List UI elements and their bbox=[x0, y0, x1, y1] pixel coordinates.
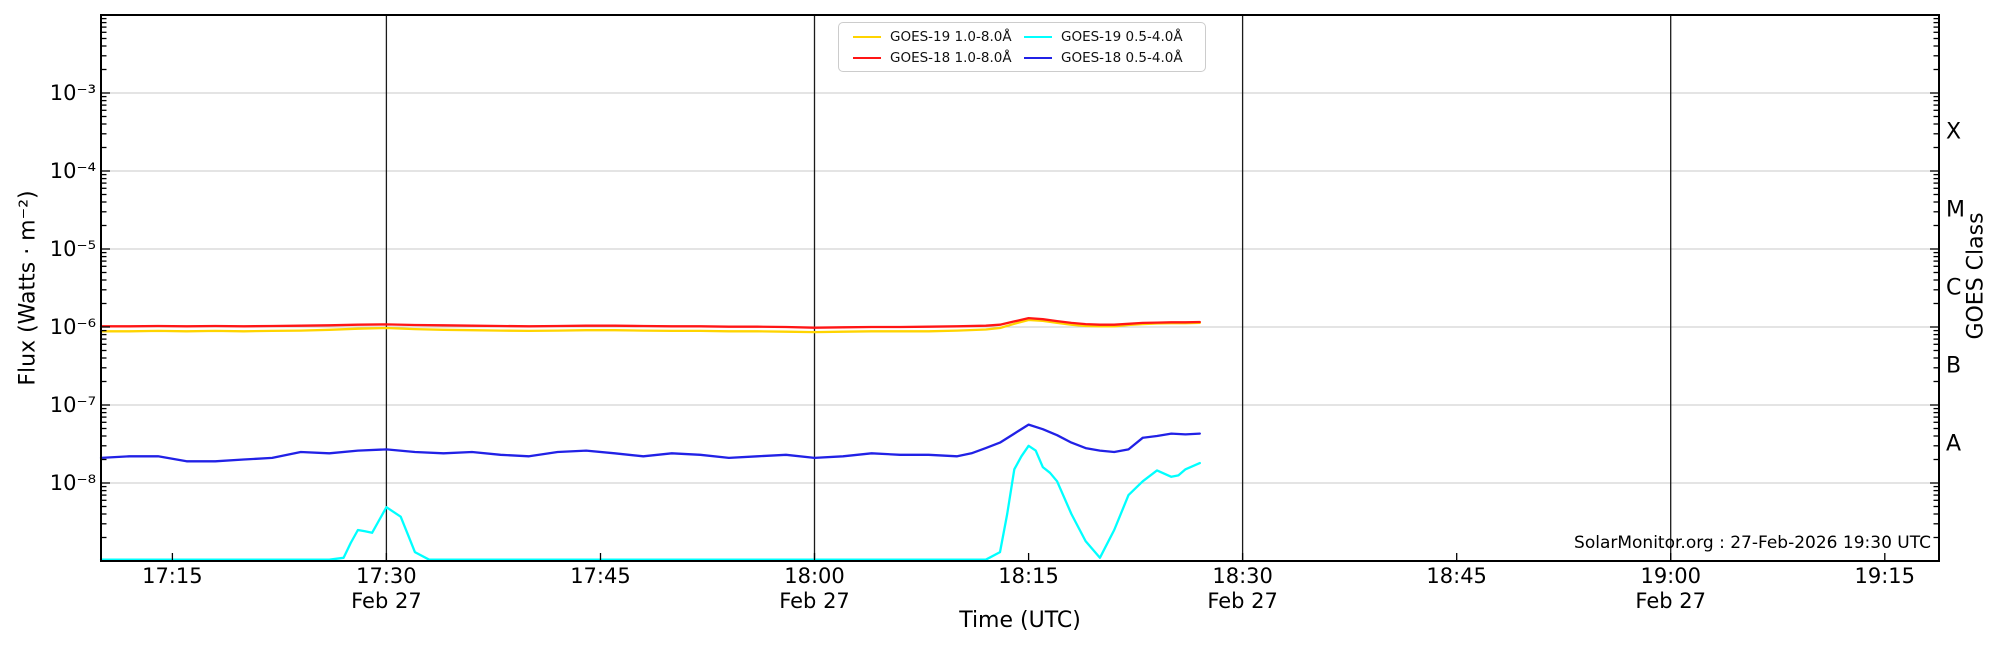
series-goes18-short bbox=[99, 423, 1201, 463]
legend-item-goes19-long: GOES-19 1.0-8.0Å bbox=[853, 29, 1024, 45]
x-tick-label: 18:30 bbox=[1212, 564, 1273, 588]
x-tick-label: 18:45 bbox=[1426, 564, 1487, 588]
x-tick-label: 18:15 bbox=[998, 564, 1059, 588]
y-tick-label: 10⁻³ bbox=[49, 81, 96, 105]
y-tick-label: 10⁻⁵ bbox=[49, 237, 96, 261]
goes-class-label: B bbox=[1946, 353, 1962, 379]
legend-item-goes18-short: GOES-18 0.5-4.0Å bbox=[1024, 50, 1195, 66]
legend-item-goes19-short: GOES-19 0.5-4.0Å bbox=[1024, 29, 1195, 45]
x-tick-label: 17:45 bbox=[570, 564, 631, 588]
x-tick-label: 17:15 bbox=[142, 564, 203, 588]
goes-class-label: M bbox=[1946, 197, 1965, 223]
x-tick-date-label: Feb 27 bbox=[1207, 589, 1278, 613]
y-tick-label: 10⁻⁷ bbox=[49, 393, 96, 417]
y-axis-ticks bbox=[101, 17, 1939, 539]
y-tick-label: 10⁻⁸ bbox=[49, 471, 96, 495]
x-tick-date-label: Feb 27 bbox=[351, 589, 422, 613]
legend-label: GOES-18 1.0-8.0Å bbox=[890, 49, 1012, 66]
goes-class-label: X bbox=[1946, 119, 1962, 145]
legend-item-goes18-long: GOES-18 1.0-8.0Å bbox=[853, 50, 1024, 66]
series-goes18-long bbox=[99, 316, 1201, 329]
legend-label: GOES-18 0.5-4.0Å bbox=[1061, 49, 1183, 66]
series-goes19-short bbox=[99, 444, 1201, 561]
x-tick-label: 19:00 bbox=[1640, 564, 1701, 588]
legend-box: GOES-19 1.0-8.0Å GOES-18 1.0-8.0Å GOES-19 … bbox=[838, 22, 1206, 72]
y-tick-label: 10⁻⁶ bbox=[49, 315, 96, 339]
h-gridlines bbox=[101, 92, 1939, 484]
right-axis-title: GOES Class bbox=[1963, 212, 1989, 340]
x-tick-label: 19:15 bbox=[1854, 564, 1916, 588]
x-tick-date-label: Feb 27 bbox=[1635, 589, 1707, 613]
watermark-text: SolarMonitor.org : 27-Feb-2026 19:30 UTC bbox=[1574, 533, 1931, 553]
legend-swatch-goes18-long bbox=[853, 56, 881, 59]
x-axis-title: Time (UTC) bbox=[959, 608, 1081, 633]
plot-border bbox=[100, 14, 1940, 562]
x-tick-label: 18:00 bbox=[784, 564, 845, 588]
goes-class-label: C bbox=[1946, 275, 1962, 301]
series-goes19-long bbox=[99, 318, 1201, 334]
x-tick-label: 17:30 bbox=[356, 564, 417, 588]
legend-label: GOES-19 0.5-4.0Å bbox=[1061, 28, 1183, 45]
legend-swatch-goes19-long bbox=[853, 35, 881, 38]
event-lines bbox=[385, 15, 1672, 561]
y-tick-label: 10⁻⁴ bbox=[49, 159, 96, 183]
legend-swatch-goes18-short bbox=[1024, 56, 1052, 59]
goes-class-label: A bbox=[1946, 431, 1962, 457]
legend-label: GOES-19 1.0-8.0Å bbox=[890, 28, 1012, 45]
x-axis-ticks bbox=[171, 553, 1886, 561]
legend-swatch-goes19-short bbox=[1024, 35, 1052, 38]
y-axis-title: Flux (Watts · m⁻²) bbox=[15, 190, 41, 386]
x-tick-date-label: Feb 27 bbox=[779, 589, 850, 613]
